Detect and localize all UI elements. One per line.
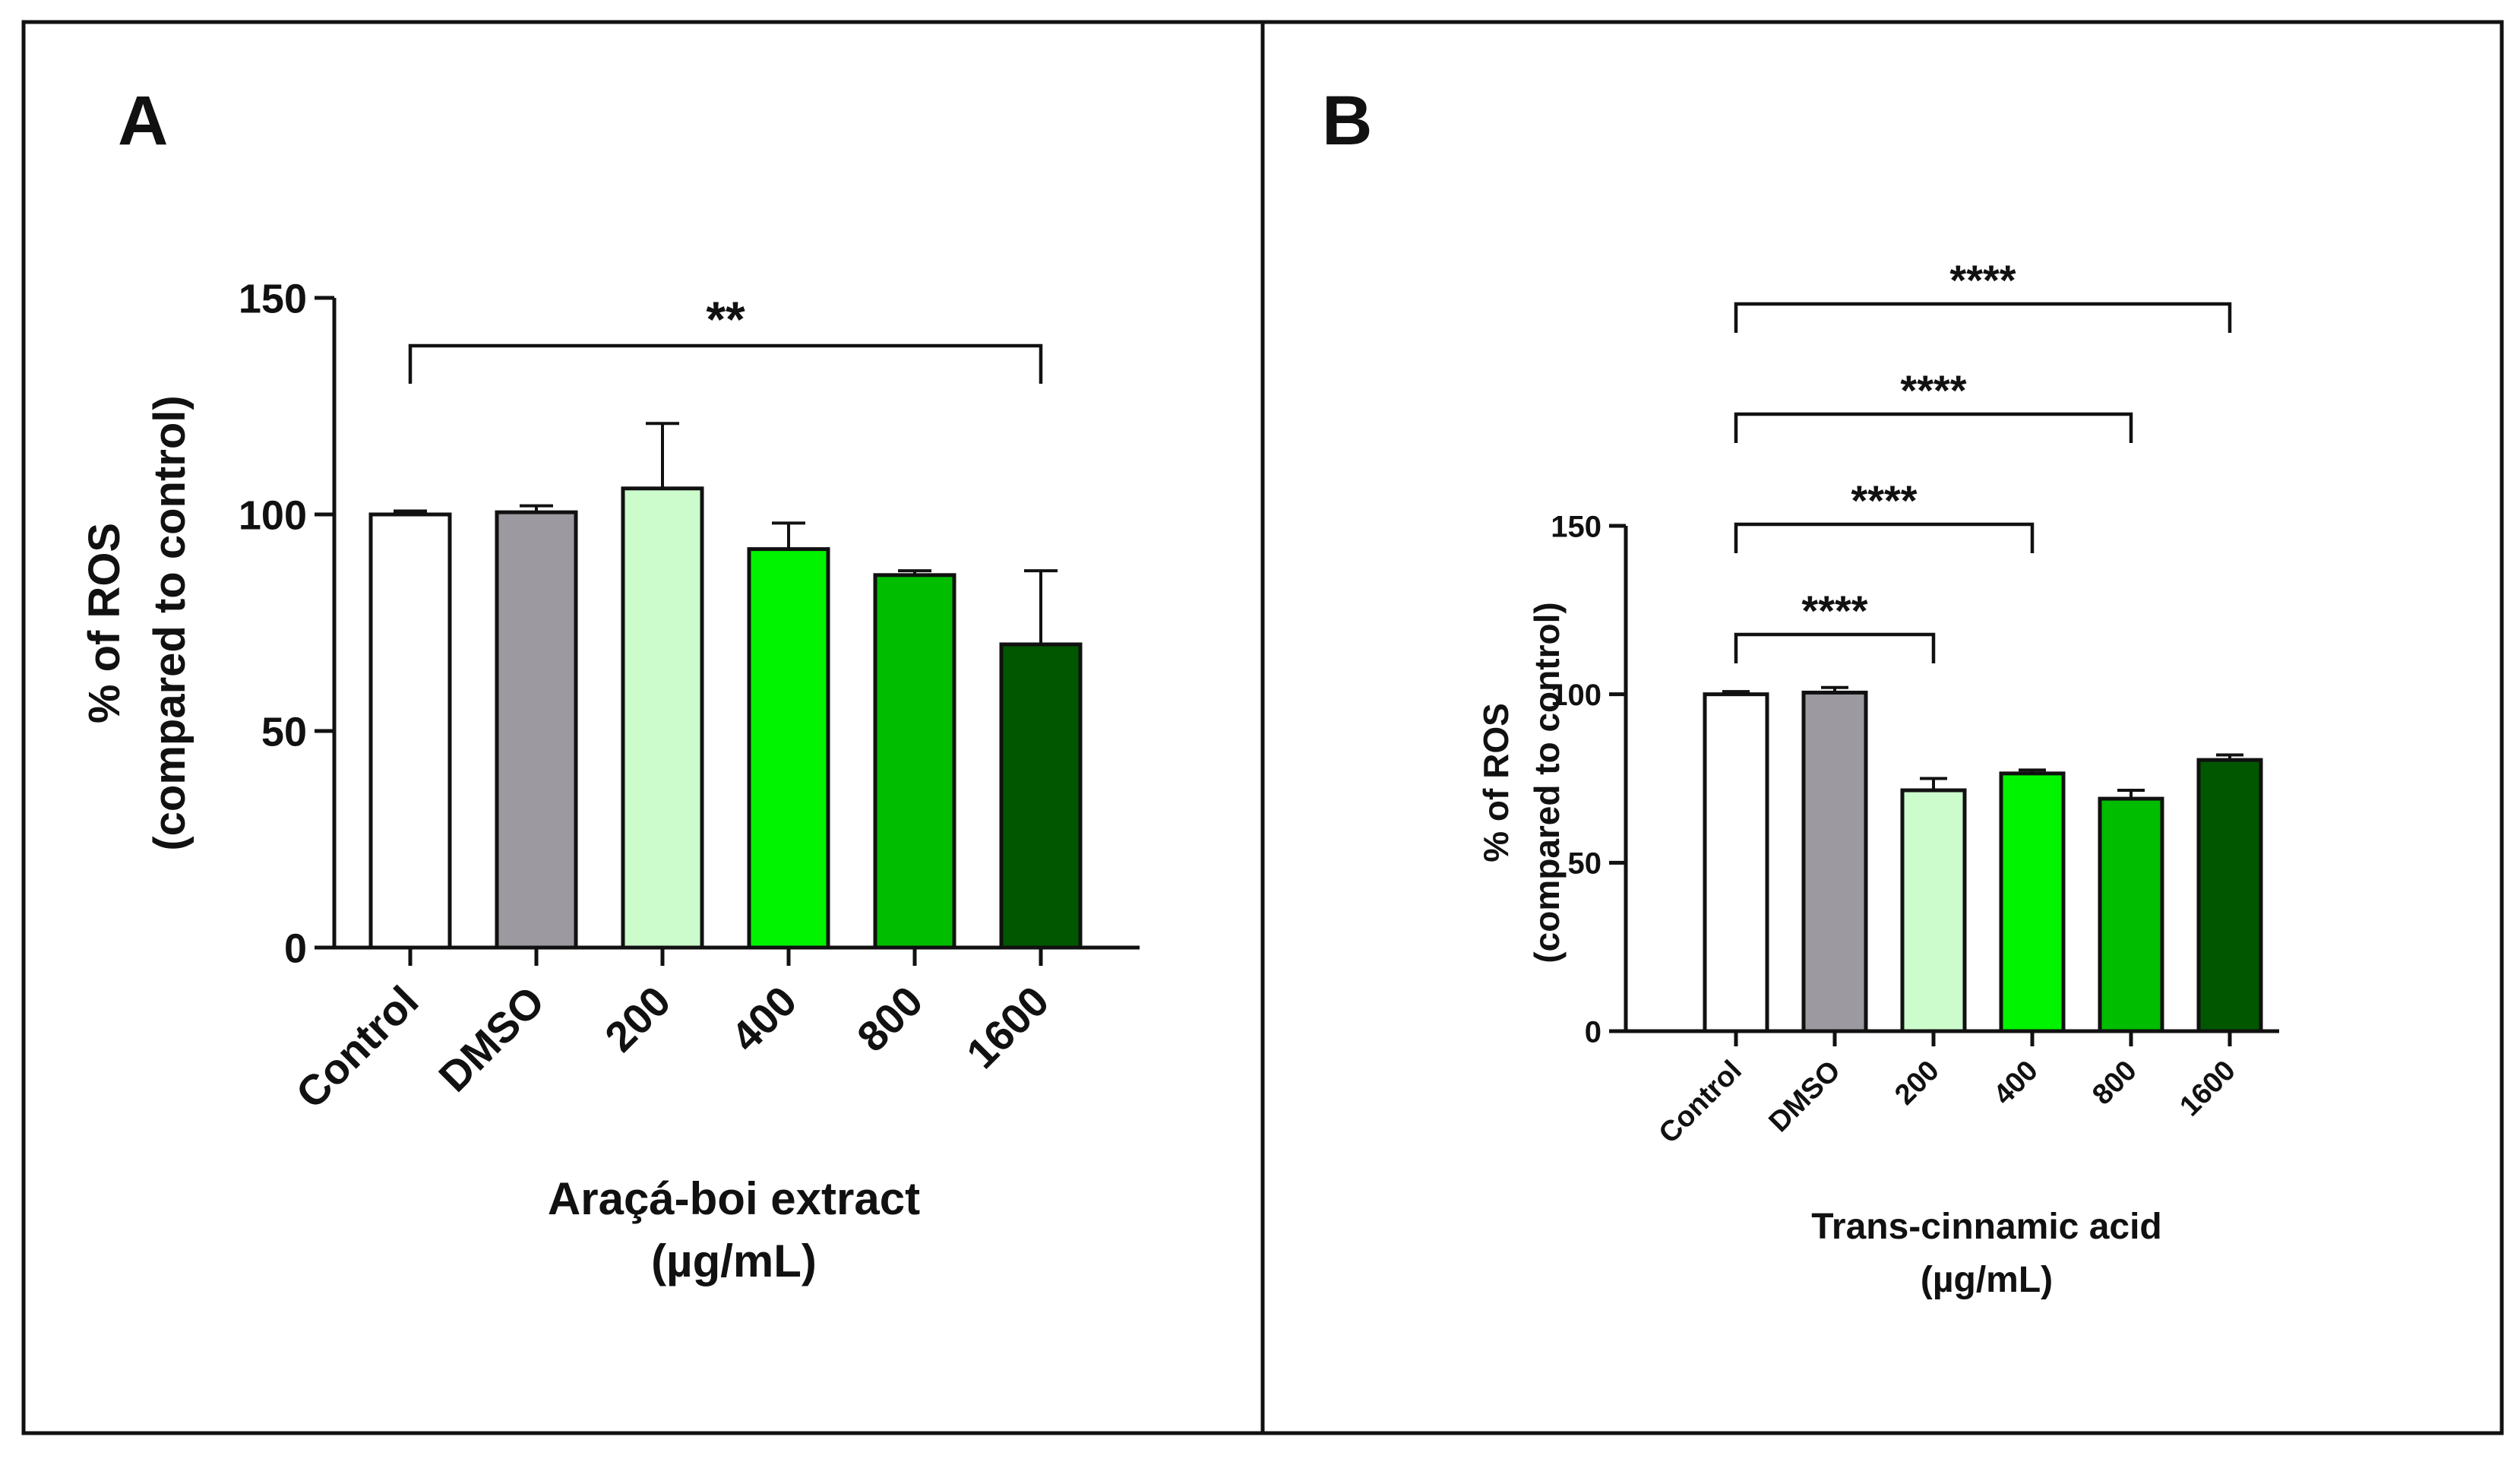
chart-b-y-tick-label: 150 xyxy=(1551,510,1601,543)
panel-label-a: A xyxy=(118,82,168,160)
chart-b-bar-dmso xyxy=(1801,690,1868,1033)
chart-a-y-tick-label: 100 xyxy=(239,492,307,538)
chart-b-x-label-line-2: (µg/mL) xyxy=(1921,1260,2053,1300)
chart-a-y-label-line-1: % of ROS xyxy=(80,523,129,723)
chart-b-y-label-line-2: (compared to control) xyxy=(1527,602,1567,963)
chart-a-bar-control xyxy=(368,512,452,950)
chart-a-y-tick-label: 50 xyxy=(261,709,307,755)
chart-b-y-label-line-1: % of ROS xyxy=(1476,703,1516,862)
chart-b-significance-bracket xyxy=(1734,632,1936,663)
chart-b-y-tick-label: 0 xyxy=(1585,1015,1601,1049)
chart-b-bar-1600 xyxy=(2196,758,2263,1033)
chart-b-bar-800 xyxy=(2098,796,2164,1033)
chart-a-significance-bracket xyxy=(408,343,1043,384)
panel-b-frame xyxy=(1260,20,2504,1435)
chart-b-x-label-line-1: Trans-cinnamic acid xyxy=(1811,1207,2162,1247)
chart-b-significance-label: **** xyxy=(1801,587,1867,634)
chart-a-bar-1600 xyxy=(999,642,1083,950)
chart-a-bar-800 xyxy=(873,573,956,950)
chart-b-significance-bracket xyxy=(1734,522,2035,553)
chart-a-y-tick-label: 0 xyxy=(284,926,307,971)
panel-label-b: B xyxy=(1322,82,1372,160)
chart-panel-a: A % of ROS (compared to control) Araçá-b… xyxy=(80,82,1140,1286)
chart-b-significance-bracket xyxy=(1734,412,2133,443)
chart-b-y-tick-label: 100 xyxy=(1551,679,1601,712)
chart-b-significance-label: **** xyxy=(1949,256,2016,304)
chart-a-x-label-line-2: (µg/mL) xyxy=(651,1236,817,1286)
chart-a-bar-200 xyxy=(621,486,704,950)
chart-b-significance-bracket xyxy=(1734,302,2232,333)
chart-a-significance-label: ** xyxy=(706,291,745,347)
chart-b-bar-200 xyxy=(1900,788,1967,1033)
chart-b-significance-label: **** xyxy=(1900,366,1966,414)
chart-b-significance-label: **** xyxy=(1851,476,1917,524)
chart-a-y-tick-label: 150 xyxy=(239,276,307,321)
chart-b-bar-control xyxy=(1703,692,1769,1033)
chart-b-bar-400 xyxy=(1999,771,2066,1033)
chart-a-x-label-line-1: Araçá-boi extract xyxy=(548,1173,920,1224)
chart-b-y-tick-label: 50 xyxy=(1568,847,1602,881)
chart-a-y-label-line-2: (compared to control) xyxy=(145,395,194,850)
chart-a-bar-dmso xyxy=(495,510,578,950)
chart-panel-b: B % of ROS (compared to control) Trans-c… xyxy=(1322,82,2279,1300)
chart-a-bar-400 xyxy=(747,547,830,950)
